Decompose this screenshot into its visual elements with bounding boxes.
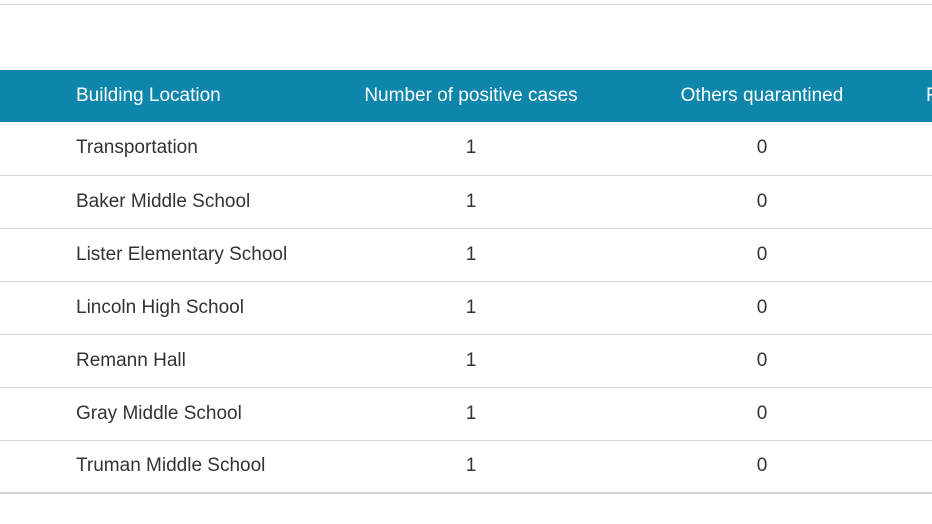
cell-cases: 1 <box>465 296 477 318</box>
table-row: Remann Hall 1 0 <box>0 334 932 387</box>
cell-others: 0 <box>756 137 768 159</box>
cell-others: 0 <box>756 402 768 424</box>
cell-location: Baker Middle School <box>76 190 251 212</box>
table-row: Gray Middle School 1 0 <box>0 387 932 440</box>
cell-location: Truman Middle School <box>76 455 266 477</box>
cases-table-container: Building Location Number of positive cas… <box>0 70 932 494</box>
header-others-quarantined: Others quarantined <box>680 85 844 106</box>
cell-location: Gray Middle School <box>76 402 242 424</box>
table-row: Lincoln High School 1 0 <box>0 281 932 334</box>
cases-table: Building Location Number of positive cas… <box>0 70 932 494</box>
table-row: Lister Elementary School 1 0 <box>0 228 932 281</box>
table-row: Transportation 1 0 <box>0 122 932 175</box>
cell-others: 0 <box>756 455 768 477</box>
cell-cases: 1 <box>465 349 477 371</box>
cell-extra <box>898 175 932 228</box>
cell-extra <box>898 122 932 175</box>
table-row: Baker Middle School 1 0 <box>0 175 932 228</box>
cell-others: 0 <box>756 296 768 318</box>
cell-others: 0 <box>756 349 768 371</box>
cell-cases: 1 <box>465 243 477 265</box>
table-row: Truman Middle School 1 0 <box>0 440 932 493</box>
cell-location: Transportation <box>76 137 198 159</box>
cell-extra <box>898 281 932 334</box>
table-header: Building Location Number of positive cas… <box>0 70 932 122</box>
header-positive-cases: Number of positive cases <box>364 85 578 106</box>
cell-cases: 1 <box>465 190 477 212</box>
cell-others: 0 <box>756 243 768 265</box>
cell-extra <box>898 228 932 281</box>
header-building-location: Building Location <box>76 85 221 106</box>
top-divider <box>0 4 932 5</box>
cell-cases: 1 <box>465 455 477 477</box>
cell-location: Lincoln High School <box>76 296 244 318</box>
cell-extra <box>898 440 932 493</box>
cell-others: 0 <box>756 190 768 212</box>
table-body: Transportation 1 0 Baker Middle School 1… <box>0 122 932 493</box>
cell-cases: 1 <box>465 402 477 424</box>
cell-extra <box>898 334 932 387</box>
cell-location: Remann Hall <box>76 349 186 371</box>
cell-cases: 1 <box>465 137 477 159</box>
cell-location: Lister Elementary School <box>76 243 288 265</box>
header-truncated-column: F <box>926 85 932 106</box>
header-row: Building Location Number of positive cas… <box>0 70 932 122</box>
cell-extra <box>898 387 932 440</box>
